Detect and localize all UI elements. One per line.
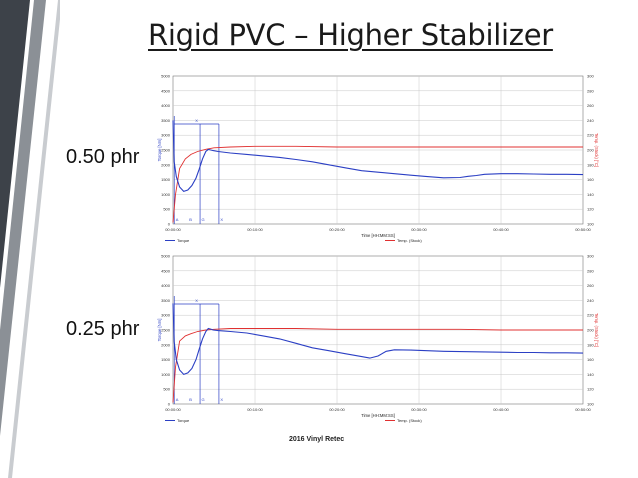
marker-label: B	[189, 217, 192, 222]
x-tick-label: 00:20:00	[329, 227, 345, 232]
x-tick-label: 00:20:00	[329, 407, 345, 412]
y2-axis-label: Temp. (Stock) [°C]	[594, 133, 599, 167]
marker-label: B	[189, 397, 192, 402]
torque-chart-050-phr: 0 500 1000 1500 2000 2500 3000 3500 4000 4500 5000…	[157, 74, 599, 244]
y-tick-label: 5000	[161, 74, 171, 79]
x-tick-label: 00:00:00	[165, 227, 181, 232]
legend-label-torque: Torque	[177, 238, 190, 243]
x-tick-label: 00:10:00	[247, 407, 263, 412]
y2-tick-label: 260	[587, 103, 594, 108]
y-tick-label: 4000	[161, 283, 171, 288]
marker-label: X	[220, 397, 223, 402]
decorative-stripes	[0, 0, 60, 478]
y2-tick-label: 300	[587, 254, 594, 259]
y2-tick-label: 240	[587, 118, 594, 123]
y-tick-label: 500	[163, 387, 170, 392]
series-temp-line	[172, 328, 583, 403]
x-axis-label: Time [HH:MM:SS]	[361, 233, 395, 238]
x-axis-label: Time [HH:MM:SS]	[361, 413, 395, 418]
y2-tick-label: 140	[587, 192, 594, 197]
x-tick-label: 00:50:00	[575, 227, 591, 232]
torque-chart-025-phr: 0 500 1000 1500 2000 2500 3000 3500 4000 4500 5000…	[157, 254, 599, 424]
y2-tick-label: 200	[587, 328, 594, 333]
y2-tick-label: 240	[587, 298, 594, 303]
y2-tick-label: 160	[587, 357, 594, 362]
y-tick-label: 2500	[161, 328, 171, 333]
y2-tick-label: 200	[587, 148, 594, 153]
footer-credit: 2016 Vinyl Retec	[289, 436, 345, 443]
y-axis-label: Torque [Nm]	[157, 319, 162, 342]
y-tick-label: 4500	[161, 268, 171, 273]
y2-tick-label: 220	[587, 313, 594, 318]
y-tick-label: 4000	[161, 103, 171, 108]
marker-label: G	[202, 397, 205, 402]
label-025-phr: 0.25 phr	[66, 318, 140, 340]
y-tick-label: 5000	[161, 254, 171, 259]
y-axis-label: Torque [Nm]	[157, 139, 162, 162]
interval-label: X	[195, 298, 198, 303]
y-tick-label: 3500	[161, 298, 171, 303]
series-torque-line	[172, 120, 584, 193]
interval-label: X	[195, 118, 198, 123]
label-050-phr: 0.50 phr	[66, 146, 140, 168]
legend-label-torque: Torque	[177, 418, 190, 423]
y-tick-label: 0	[168, 222, 171, 227]
y-tick-label: 3000	[161, 313, 171, 318]
y-tick-label: 3500	[161, 118, 171, 123]
y-tick-label: 500	[163, 207, 170, 212]
y2-tick-label: 280	[587, 268, 594, 273]
slide-title: Rigid PVC – Higher Stabilizer	[148, 18, 553, 52]
y2-tick-label: 180	[587, 342, 594, 347]
legend-label-temp: Temp. (Stock)	[397, 418, 422, 423]
y2-tick-label: 140	[587, 372, 594, 377]
y2-tick-label: 280	[587, 88, 594, 93]
x-tick-label: 00:10:00	[247, 227, 263, 232]
x-tick-label: 00:30:00	[411, 227, 427, 232]
y2-tick-label: 220	[587, 133, 594, 138]
stripe-dark	[0, 0, 30, 288]
series-torque-line	[172, 303, 584, 376]
x-tick-label: 00:40:00	[493, 227, 509, 232]
legend-label-temp: Temp. (Stock)	[397, 238, 422, 243]
marker-label: X	[220, 217, 223, 222]
y2-axis-label: Temp. (Stock) [°C]	[594, 313, 599, 347]
x-tick-label: 00:50:00	[575, 407, 591, 412]
y-tick-label: 2000	[161, 342, 171, 347]
y-tick-label: 2500	[161, 148, 171, 153]
y2-tick-label: 180	[587, 162, 594, 167]
y-tick-label: 1000	[161, 192, 171, 197]
y2-tick-label: 260	[587, 283, 594, 288]
y2-tick-label: 100	[587, 222, 594, 227]
marker-label: A	[176, 397, 179, 402]
x-tick-label: 00:00:00	[165, 407, 181, 412]
stripe-mid	[0, 0, 46, 436]
y-tick-label: 2000	[161, 162, 171, 167]
series-temp-line	[172, 145, 583, 223]
stripe-light	[8, 0, 60, 478]
y-tick-label: 3000	[161, 133, 171, 138]
y-tick-label: 4500	[161, 88, 171, 93]
marker-label: G	[202, 217, 205, 222]
y2-tick-label: 300	[587, 74, 594, 79]
y2-tick-label: 120	[587, 207, 594, 212]
x-tick-label: 00:40:00	[493, 407, 509, 412]
y2-tick-label: 100	[587, 402, 594, 407]
marker-label: A	[176, 217, 179, 222]
y-tick-label: 0	[168, 402, 171, 407]
y2-tick-label: 160	[587, 177, 594, 182]
y-tick-label: 1500	[161, 357, 171, 362]
y-tick-label: 1000	[161, 372, 171, 377]
y-tick-label: 1500	[161, 177, 171, 182]
x-tick-label: 00:30:00	[411, 407, 427, 412]
y2-tick-label: 120	[587, 387, 594, 392]
